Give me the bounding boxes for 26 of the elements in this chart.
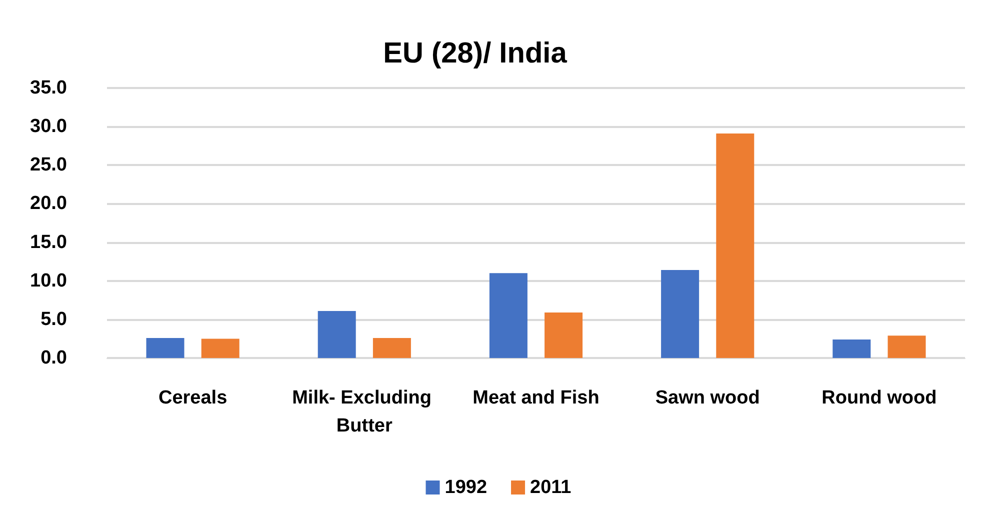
bar [888, 336, 926, 358]
y-tick-label: 15.0 [30, 232, 67, 253]
chart-title: EU (28)/ India [383, 38, 568, 70]
y-tick-label: 35.0 [30, 78, 67, 98]
legend-label: 2011 [530, 477, 572, 498]
bar [489, 273, 528, 358]
bar [372, 338, 411, 358]
bar [661, 270, 700, 358]
bar [716, 134, 754, 358]
bar [832, 339, 871, 358]
y-tick-label: 5.0 [40, 308, 67, 330]
x-tick-label: Sawn wood [655, 388, 760, 408]
bar [318, 310, 356, 358]
y-tick-label: 10.0 [30, 270, 67, 292]
bar [544, 312, 583, 358]
bar [146, 338, 184, 358]
x-tick-label: Round wood [822, 388, 937, 408]
legend-label: 1992 [444, 477, 488, 498]
x-tick-label: Cereals [158, 388, 228, 408]
x-tick-label: Milk- Excluding Butter [292, 388, 437, 436]
y-tick-label: 30.0 [30, 116, 67, 138]
y-tick-label: 25.0 [30, 154, 67, 176]
y-tick-label: 20.0 [30, 193, 67, 214]
bar [201, 338, 240, 358]
y-tick-label: 0.0 [40, 348, 67, 368]
x-tick-label: Meat and Fish [472, 388, 600, 408]
